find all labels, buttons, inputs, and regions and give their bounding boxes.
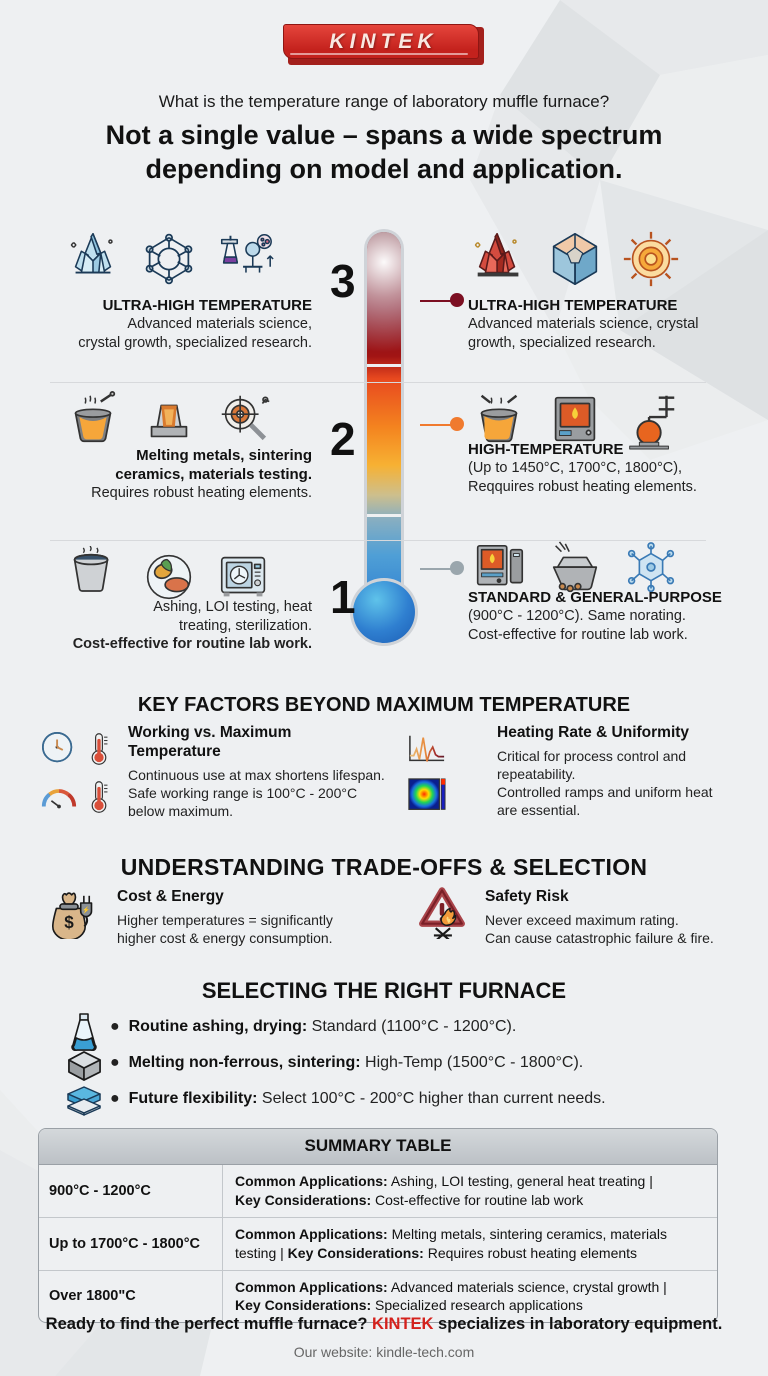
svg-text:$: $ <box>64 913 74 932</box>
svg-text:⚡: ⚡ <box>82 906 90 914</box>
